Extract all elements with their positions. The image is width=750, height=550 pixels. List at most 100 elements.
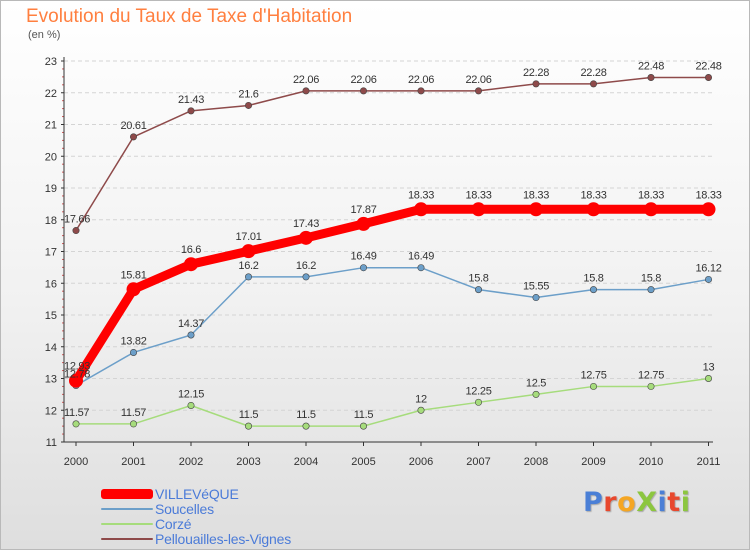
data-point [72, 227, 80, 235]
data-label: 16.49 [350, 251, 376, 263]
data-point [245, 101, 253, 109]
data-label: 18.33 [638, 189, 664, 201]
x-tick-label: 2002 [179, 456, 203, 468]
data-point [356, 216, 371, 231]
data-label: 11.57 [121, 407, 146, 419]
data-label: 17.66 [64, 214, 90, 226]
data-label: 13.82 [120, 335, 146, 347]
data-point [241, 244, 256, 259]
data-point [647, 286, 655, 294]
data-point [302, 87, 310, 95]
data-label: 12.5 [526, 377, 546, 389]
x-tick-label: 2000 [64, 456, 88, 468]
data-label: 15.8 [583, 273, 603, 285]
data-label: 17.43 [293, 218, 319, 230]
data-point [130, 133, 138, 141]
data-point [647, 74, 655, 82]
y-tick-label: 16 [45, 278, 57, 290]
legend-item: Soucelles [101, 501, 214, 517]
data-label: 16.2 [296, 260, 316, 272]
data-point [417, 87, 425, 95]
data-label: 12.75 [638, 369, 664, 381]
data-point [474, 286, 482, 294]
legend-swatch [101, 489, 153, 499]
y-tick-label: 20 [45, 151, 57, 163]
y-tick-label: 15 [45, 310, 57, 322]
data-label: 13 [703, 362, 715, 374]
y-tick-label: 18 [45, 215, 57, 227]
data-label: 12.93 [64, 361, 90, 373]
data-label: 18.33 [580, 189, 606, 201]
data-label: 16.49 [408, 251, 434, 263]
data-label: 18.33 [408, 189, 434, 201]
data-label: 11.5 [296, 409, 316, 421]
y-tick-label: 14 [45, 342, 57, 354]
data-point [302, 273, 310, 281]
data-label: 12.78 [64, 368, 90, 380]
series-line [71, 204, 713, 386]
data-label: 22.06 [293, 74, 319, 86]
data-label: 12 [415, 393, 427, 405]
data-point [589, 382, 597, 390]
legend-item: Pellouailles-les-Vignes [101, 531, 291, 547]
data-point [126, 282, 141, 297]
data-point [644, 202, 658, 217]
data-point [529, 202, 543, 217]
x-tick-label: 2006 [409, 456, 433, 468]
data-label: 14.37 [178, 318, 204, 330]
x-tick-label: 2005 [351, 456, 375, 468]
data-label: 22.06 [465, 74, 491, 86]
data-point [187, 107, 195, 115]
data-label: 15.8 [641, 273, 661, 285]
y-tick-label: 13 [45, 374, 57, 386]
data-point [532, 80, 540, 88]
data-point [417, 406, 425, 414]
data-label: 16.6 [181, 244, 201, 256]
data-point [359, 264, 367, 272]
series-line [75, 377, 710, 427]
data-point [72, 420, 80, 428]
data-label: 11.57 [64, 407, 89, 419]
data-label: 18.33 [465, 189, 491, 201]
data-label: 17.87 [350, 204, 376, 216]
data-label: 22.28 [580, 67, 606, 79]
legend-label: Corzé [155, 516, 192, 532]
y-tick-label: 19 [45, 183, 57, 195]
data-point [589, 286, 597, 294]
y-tick-label: 22 [45, 88, 57, 100]
data-point [701, 202, 716, 217]
x-tick-label: 2001 [121, 456, 145, 468]
data-point [532, 294, 540, 302]
legend-swatch [101, 508, 153, 510]
data-label: 17.01 [235, 231, 261, 243]
data-point [299, 230, 313, 245]
legend-label: Soucelles [155, 501, 214, 517]
chart-title: Evolution du Taux de Taxe d'Habitation [26, 6, 353, 27]
x-tick-label: 2007 [466, 456, 490, 468]
data-label: 22.28 [523, 67, 549, 79]
data-point [414, 202, 428, 217]
data-point [589, 80, 597, 88]
data-point [359, 422, 367, 430]
series-line [75, 266, 710, 387]
legend-label: VILLEVéQUE [155, 486, 239, 502]
x-tick-label: 2004 [294, 456, 318, 468]
data-label: 15.81 [120, 269, 146, 281]
data-label: 22.06 [350, 74, 376, 86]
data-point [586, 202, 601, 217]
data-label: 22.48 [695, 61, 721, 73]
data-label: 16.12 [695, 262, 721, 274]
data-label: 22.06 [408, 74, 434, 86]
data-label: 12.15 [178, 388, 204, 400]
data-point [704, 74, 712, 82]
data-point [184, 257, 198, 272]
y-tick-label: 12 [45, 405, 57, 417]
data-point [69, 373, 83, 388]
data-label: 20.61 [120, 120, 146, 132]
data-label: 12.75 [580, 369, 606, 381]
data-point [130, 348, 138, 356]
chart-unit-label: (en %) [28, 29, 61, 41]
legend-swatch [101, 538, 153, 540]
data-point [647, 382, 655, 390]
